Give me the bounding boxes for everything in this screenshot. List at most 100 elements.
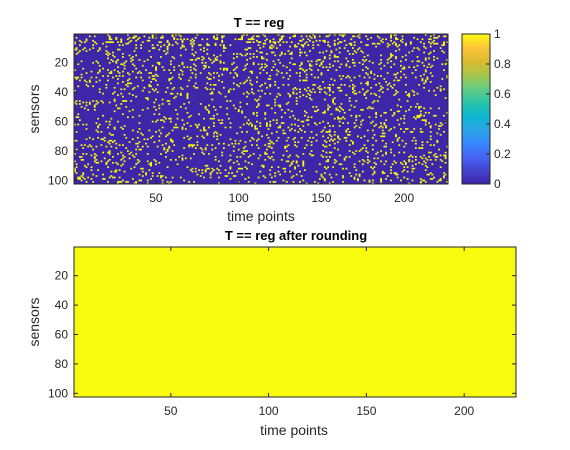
heatmap-cell <box>269 125 272 127</box>
heatmap-cell <box>333 56 336 58</box>
heatmap-cell <box>208 72 210 74</box>
heatmap-cell <box>391 42 394 45</box>
heatmap-cell <box>416 92 419 95</box>
heatmap-cell <box>328 156 331 158</box>
heatmap-cell <box>244 64 247 67</box>
heatmap-cell <box>229 154 232 157</box>
heatmap-cell <box>328 88 331 91</box>
heatmap-cell <box>74 169 76 171</box>
heatmap-cell <box>418 161 421 164</box>
heatmap-cell <box>380 178 382 180</box>
heatmap-cell <box>290 128 293 130</box>
heatmap-cell <box>342 167 344 170</box>
heatmap-cell <box>184 128 187 130</box>
heatmap-cell <box>366 54 369 57</box>
heatmap-cell <box>222 142 225 145</box>
heatmap-cell <box>171 34 174 36</box>
heatmap-cell <box>342 116 344 119</box>
heatmap-cell <box>353 122 356 124</box>
heatmap-cell <box>191 144 194 146</box>
heatmap-cell <box>102 75 104 77</box>
heatmap-cell <box>429 107 432 110</box>
heatmap-cell <box>158 135 161 138</box>
heatmap-cell <box>98 70 101 73</box>
heatmap-cell <box>259 51 262 54</box>
heatmap-cell <box>232 88 235 91</box>
heatmap-cell <box>342 34 344 36</box>
heatmap-cell <box>206 132 209 135</box>
heatmap-cell <box>242 123 245 126</box>
heatmap-cell <box>383 64 386 67</box>
heatmap-cell <box>252 61 255 64</box>
heatmap-cell <box>236 132 239 135</box>
heatmap-cell <box>348 85 351 88</box>
heatmap-cell <box>305 76 308 79</box>
heatmap-cell <box>115 75 118 77</box>
heatmap-cell <box>246 79 248 82</box>
heatmap-cell <box>343 84 346 86</box>
heatmap-cell <box>401 38 404 41</box>
heatmap-cell <box>315 170 318 173</box>
heatmap-cell <box>335 56 338 58</box>
heatmap-cell <box>335 109 338 111</box>
heatmap-cell <box>217 142 220 145</box>
heatmap-cell <box>126 181 129 183</box>
heatmap-cell <box>213 54 215 57</box>
heatmap-cell <box>436 139 439 142</box>
heatmap-cell <box>191 170 194 173</box>
heatmap-cell <box>136 72 139 74</box>
heatmap-cell <box>219 60 222 63</box>
heatmap-cell <box>269 157 272 160</box>
heatmap-cell <box>353 41 356 44</box>
heatmap-cell <box>252 113 255 116</box>
heatmap-cell <box>166 45 169 48</box>
heatmap-cell <box>404 128 407 130</box>
heatmap-cell <box>308 50 311 52</box>
heatmap-cell <box>419 156 422 158</box>
heatmap-cell <box>98 88 101 91</box>
heatmap-cell <box>444 173 447 176</box>
heatmap-cell <box>380 67 382 70</box>
heatmap-cell <box>294 167 296 170</box>
heatmap-cell <box>416 64 419 67</box>
heatmap-cell <box>204 129 207 132</box>
heatmap-cell <box>380 54 382 57</box>
heatmap-cell <box>108 41 111 44</box>
heatmap-cell <box>403 122 406 124</box>
bottom-y-tick-label: 40 <box>55 298 69 312</box>
heatmap-cell <box>393 111 396 114</box>
heatmap-cell <box>295 88 298 91</box>
heatmap-cell <box>363 76 366 79</box>
heatmap-cell <box>270 107 273 110</box>
heatmap-cell <box>108 72 111 74</box>
heatmap-cell <box>226 100 229 102</box>
heatmap-cell <box>274 54 277 57</box>
heatmap-cell <box>388 129 391 132</box>
heatmap-cell <box>343 39 346 42</box>
heatmap-cell <box>345 136 348 139</box>
heatmap-cell <box>85 181 88 183</box>
heatmap-cell <box>424 123 427 126</box>
heatmap-cell <box>78 178 81 180</box>
heatmap-cell <box>158 107 161 110</box>
top-x-tick-label: 200 <box>394 191 414 205</box>
heatmap-cell <box>214 42 217 45</box>
heatmap-cell <box>88 144 91 146</box>
heatmap-cell <box>393 63 396 66</box>
heatmap-cell <box>375 111 378 114</box>
heatmap-cell <box>356 135 359 138</box>
heatmap-cell <box>390 35 392 38</box>
heatmap-cell <box>285 72 288 74</box>
heatmap-cell <box>221 151 224 154</box>
heatmap-cell <box>383 78 386 80</box>
heatmap-cell <box>136 85 139 88</box>
heatmap-cell <box>82 67 85 70</box>
heatmap-cell <box>333 159 336 161</box>
heatmap-cell <box>227 160 230 163</box>
heatmap-cell <box>189 76 192 79</box>
heatmap-cell <box>368 106 371 108</box>
heatmap-cell <box>322 135 325 138</box>
heatmap-cell <box>267 156 270 158</box>
heatmap-cell <box>280 35 283 38</box>
heatmap-cell <box>203 153 205 155</box>
